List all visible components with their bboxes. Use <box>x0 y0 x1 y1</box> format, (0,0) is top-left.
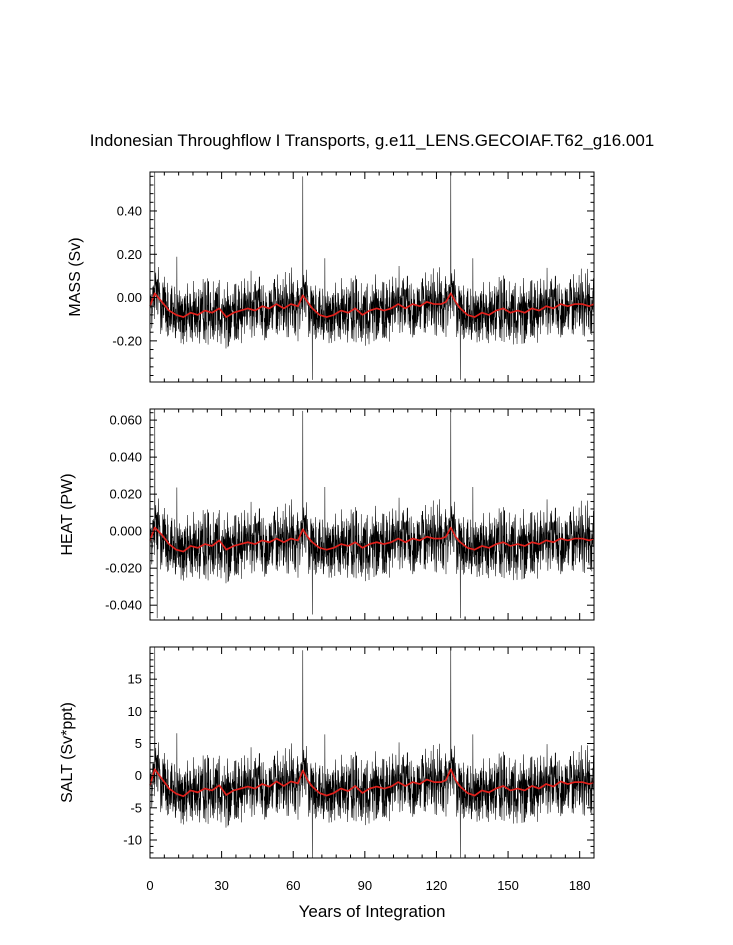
x-tick-label: 180 <box>569 878 591 893</box>
x-axis-tick-labels: 0 30 60 90 120 150 180 <box>146 878 590 893</box>
mass-y-tick-label: -0.20 <box>112 333 142 348</box>
mass-plot-lines <box>149 171 595 380</box>
mass-plot-frame <box>149 171 595 383</box>
heat-panel: -0.040 -0.020 0.000 0.020 0.040 0.060 HEAT (P… <box>59 408 595 621</box>
heat-monthly-line <box>149 408 595 619</box>
heat-y-tick-label: 0.020 <box>109 487 142 502</box>
salt-annual-mean-line <box>149 768 595 798</box>
heat-y-tick-label: -0.040 <box>105 598 142 613</box>
salt-y-tick-label: 10 <box>128 704 142 719</box>
salt-y-tick-label: 0 <box>135 768 142 783</box>
salt-y-tick-label: -5 <box>130 800 142 815</box>
heat-axis-ticks: -0.040 -0.020 0.000 0.020 0.040 0.060 <box>105 409 595 621</box>
x-tick-label: 150 <box>497 878 519 893</box>
mass-axis-ticks: -0.20 0.00 0.20 0.40 <box>112 172 595 382</box>
x-tick-label: 0 <box>146 878 153 893</box>
mass-y-tick-label: 0.40 <box>117 203 142 218</box>
x-tick-label: 120 <box>426 878 448 893</box>
salt-plot-frame <box>149 646 595 859</box>
x-tick-label: 30 <box>214 878 228 893</box>
mass-panel: -0.20 0.00 0.20 0.40 MASS (Sv) <box>67 171 595 383</box>
mass-y-tick-label: 0.20 <box>117 247 142 262</box>
heat-y-tick-label: -0.020 <box>105 561 142 576</box>
heat-y-axis-label: HEAT (PW) <box>59 473 76 555</box>
salt-axis-ticks: -10 -5 0 5 10 15 <box>123 646 595 858</box>
heat-y-tick-label: 0.040 <box>109 450 142 465</box>
heat-annual-mean-line <box>149 526 595 553</box>
salt-y-tick-label: 5 <box>135 736 142 751</box>
salt-y-tick-label: 15 <box>128 672 142 687</box>
salt-panel: -10 -5 0 5 10 15 SALT (Sv*ppt) <box>59 646 595 859</box>
mass-annual-mean-line <box>149 292 595 318</box>
salt-monthly-line <box>149 646 595 859</box>
salt-y-tick-label: -10 <box>123 832 142 847</box>
heat-plot-frame <box>149 408 595 621</box>
mass-y-tick-label: 0.00 <box>117 290 142 305</box>
salt-plot-lines <box>149 646 595 859</box>
x-tick-label: 60 <box>286 878 300 893</box>
salt-y-axis-label: SALT (Sv*ppt) <box>59 702 76 803</box>
x-axis-label: Years of Integration <box>299 902 446 921</box>
mass-y-axis-label: MASS (Sv) <box>67 237 84 316</box>
heat-y-tick-label: 0.060 <box>109 413 142 428</box>
heat-plot-lines <box>149 408 595 619</box>
heat-y-tick-label: 0.000 <box>109 524 142 539</box>
mass-monthly-line <box>149 171 595 380</box>
x-tick-label: 90 <box>358 878 372 893</box>
chart-title: Indonesian Throughflow I Transports, g.e… <box>90 131 655 150</box>
